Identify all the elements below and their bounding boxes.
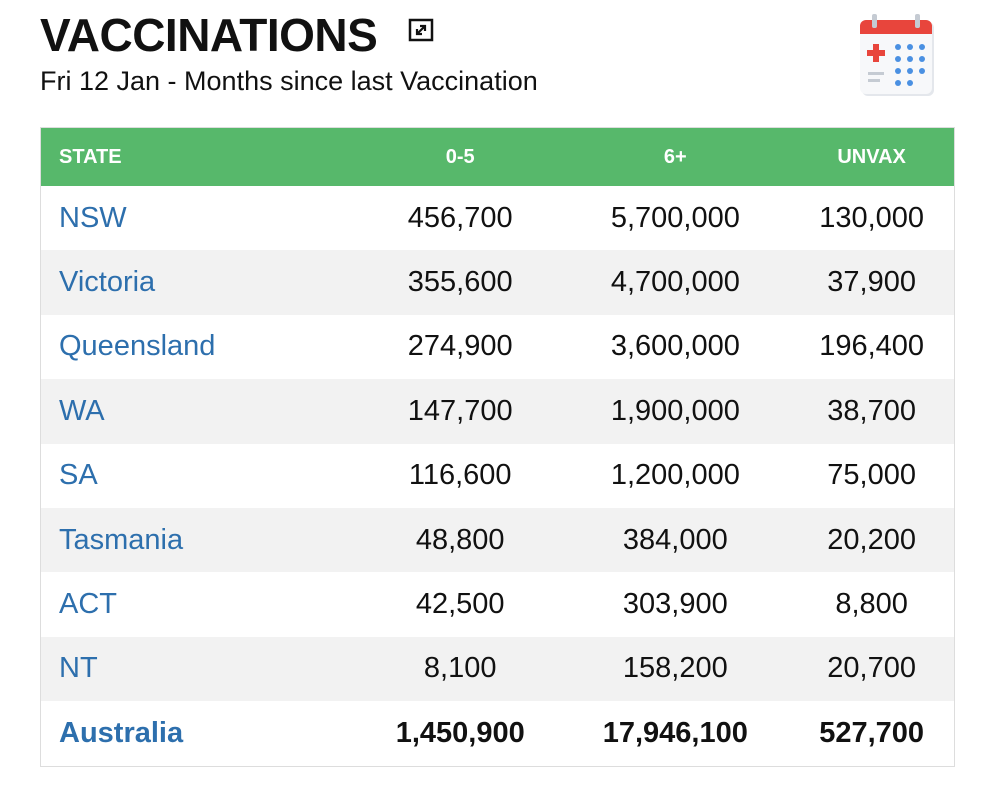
state-name[interactable]: NT — [40, 636, 359, 702]
state-name[interactable]: ACT — [59, 588, 117, 621]
cell-value: 4,700,000 — [561, 250, 790, 315]
cell-value: 8,100 — [359, 636, 562, 702]
expand-icon[interactable] — [408, 18, 434, 42]
table-row: Tasmania 48,800 384,000 20,200 — [40, 507, 955, 573]
table-row: Queensland 274,900 3,600,000 196,400 — [41, 315, 955, 379]
cell-value: 3,600,000 — [610, 330, 740, 363]
state-name[interactable]: Victoria — [40, 250, 359, 315]
cell-value: 130,000 — [819, 201, 925, 234]
cell-value: 527,700 — [819, 716, 925, 749]
state-name[interactable]: WA — [40, 379, 359, 444]
table-row: ACT 42,500 303,900 8,800 — [41, 572, 955, 636]
cell-value: 5,700,000 — [610, 201, 740, 234]
state-name[interactable]: Australia — [59, 716, 184, 749]
cell-value: 1,450,900 — [395, 716, 525, 749]
state-name[interactable]: NSW — [59, 201, 127, 234]
cell-value: 384,000 — [561, 507, 790, 573]
cell-value: 75,000 — [827, 459, 916, 492]
cell-value: 17,946,100 — [602, 716, 748, 749]
total-row: Australia 1,450,900 17,946,100 527,700 — [41, 701, 955, 766]
table-row: WA 147,700 1,900,000 38,700 — [40, 379, 955, 444]
cell-value: 456,700 — [407, 201, 513, 234]
table-row: NSW 456,700 5,700,000 130,000 — [41, 186, 955, 250]
cell-value: 1,200,000 — [610, 459, 740, 492]
cell-value: 1,900,000 — [561, 379, 790, 444]
cell-value: 355,600 — [359, 250, 562, 315]
title: VACCINATIONS — [40, 9, 378, 61]
state-name[interactable]: SA — [59, 459, 98, 492]
cell-value: 8,800 — [835, 588, 908, 621]
table-row: NT 8,100 158,200 20,700 — [40, 636, 955, 702]
cell-value: 42,500 — [415, 588, 505, 621]
vaccination-table: STATE 0-5 6+ UNVAX NSW 456,700 5,700,000 130,0… — [40, 127, 955, 767]
state-name[interactable]: Tasmania — [40, 507, 359, 573]
calendar-icon — [860, 14, 934, 96]
cell-value: 196,400 — [819, 330, 925, 363]
cell-value: 147,700 — [359, 379, 562, 444]
state-name[interactable]: Queensland — [59, 330, 216, 363]
cell-value: 158,200 — [561, 636, 790, 702]
cell-value: 38,700 — [789, 379, 955, 444]
header-row: STATE 0-5 6+ UNVAX — [40, 127, 955, 186]
cell-value: 48,800 — [359, 507, 562, 573]
column-header: STATE — [40, 127, 359, 186]
table-row: Victoria 355,600 4,700,000 37,900 — [40, 250, 955, 315]
column-header: 0-5 — [359, 127, 562, 186]
table-row: SA 116,600 1,200,000 75,000 — [41, 444, 955, 508]
column-header: UNVAX — [789, 127, 955, 186]
cell-value: 274,900 — [407, 330, 513, 363]
column-header: 6+ — [561, 127, 790, 186]
cell-value: 116,600 — [408, 459, 512, 492]
cell-value: 20,700 — [789, 636, 955, 702]
cell-value: 37,900 — [789, 250, 955, 315]
cell-value: 20,200 — [789, 507, 955, 573]
subtitle: Fri 12 Jan - Months since last Vaccinati… — [40, 66, 538, 96]
cell-value: 303,900 — [622, 588, 728, 621]
